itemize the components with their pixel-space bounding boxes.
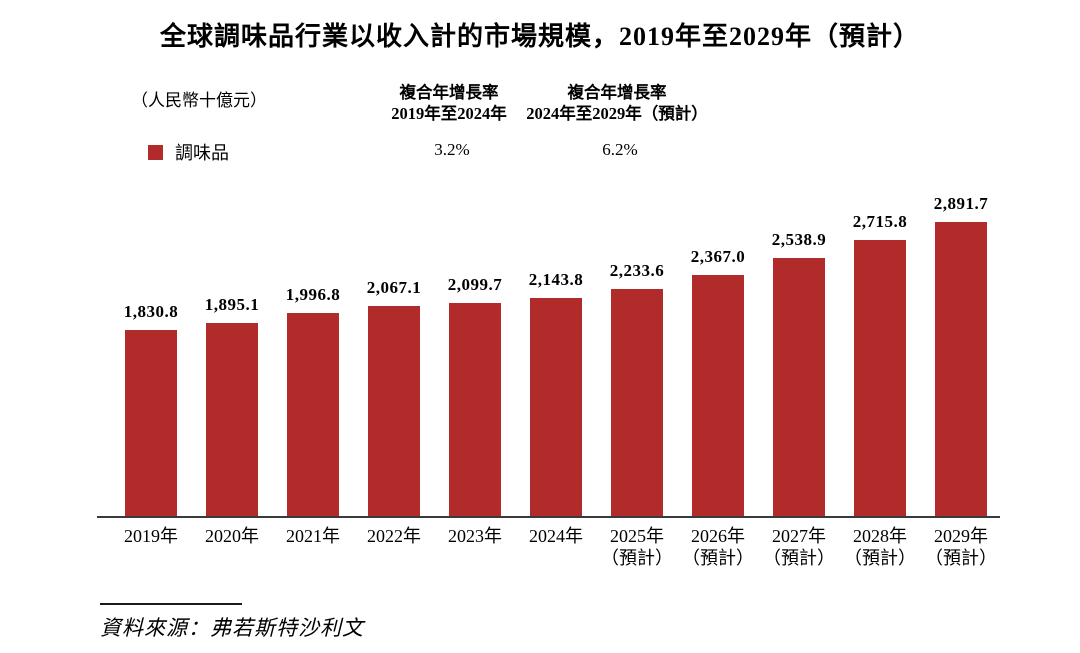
source-block: 資料來源：弗若斯特沙利文 xyxy=(100,603,364,642)
bar xyxy=(449,303,501,516)
bar-value-label: 2,067.1 xyxy=(366,278,422,297)
x-axis-tick-label: 2024年 xyxy=(529,526,583,546)
bar xyxy=(125,330,177,516)
bar-value-label: 2,538.9 xyxy=(771,230,827,249)
bar xyxy=(935,222,987,516)
legend-swatch-icon xyxy=(148,144,163,160)
bar-value-label: 1,895.1 xyxy=(204,295,260,314)
bar xyxy=(368,306,420,516)
chart-title: 全球調味品行業以收入計的市場規模，2019年至2029年（預計） xyxy=(159,22,920,51)
bar xyxy=(206,323,258,516)
x-axis-tick-label: 2026年 （預計） xyxy=(682,526,754,568)
bar xyxy=(611,289,663,516)
cagr-value-2024-2029: 6.2% xyxy=(602,140,638,159)
x-axis-tick-label: 2025年 （預計） xyxy=(601,526,673,568)
bar-value-label: 2,891.7 xyxy=(933,194,989,213)
cagr-header-line2: 2024年至2029年（預計） xyxy=(526,104,708,123)
x-axis-tick-label: 2028年 （預計） xyxy=(844,526,916,568)
bar xyxy=(530,298,582,516)
bar xyxy=(854,240,906,516)
cagr-value-2019-2024: 3.2% xyxy=(434,140,470,159)
bar xyxy=(692,275,744,516)
x-axis-tick-label: 2022年 xyxy=(367,526,421,546)
y-axis-unit-label: （人民幣十億元） xyxy=(131,91,267,110)
plot-area: 1,830.8 2019年 1,895.1 2020年 1,996.8 2021年 2,06… xyxy=(97,194,1000,568)
bar-value-label: 2,367.0 xyxy=(690,247,746,266)
x-axis-tick-label: 2023年 xyxy=(448,526,502,546)
bar-value-label: 2,233.6 xyxy=(609,261,665,280)
x-axis-tick-label: 2021年 xyxy=(286,526,340,546)
x-axis-tick-label: 2020年 xyxy=(205,526,259,546)
source-label: 資料來源：弗若斯特沙利文 xyxy=(100,616,364,640)
bar-value-label: 2,715.8 xyxy=(852,212,908,231)
cagr-header-line1: 複合年增長率 xyxy=(399,83,499,102)
bar-value-label: 1,830.8 xyxy=(123,302,179,321)
bar-value-label: 2,143.8 xyxy=(528,270,584,289)
x-axis-tick-label: 2027年 （預計） xyxy=(763,526,835,568)
cagr-header-2019-2024: 複合年增長率 2019年至2024年 xyxy=(391,82,507,124)
bar xyxy=(773,258,825,516)
bar-value-label: 2,099.7 xyxy=(447,275,503,294)
cagr-header-2024-2029: 複合年增長率 2024年至2029年（預計） xyxy=(526,82,708,124)
x-axis-tick-label: 2019年 xyxy=(124,526,178,546)
x-axis-tick-label: 2029年 （預計） xyxy=(925,526,997,568)
bar-value-label: 1,996.8 xyxy=(285,285,341,304)
legend-label: 調味品 xyxy=(175,143,229,163)
cagr-header-line1: 複合年增長率 xyxy=(567,83,667,102)
legend: 調味品 xyxy=(148,139,229,165)
source-divider xyxy=(100,603,242,605)
bar xyxy=(287,313,339,516)
cagr-header-line2: 2019年至2024年 xyxy=(391,104,507,123)
